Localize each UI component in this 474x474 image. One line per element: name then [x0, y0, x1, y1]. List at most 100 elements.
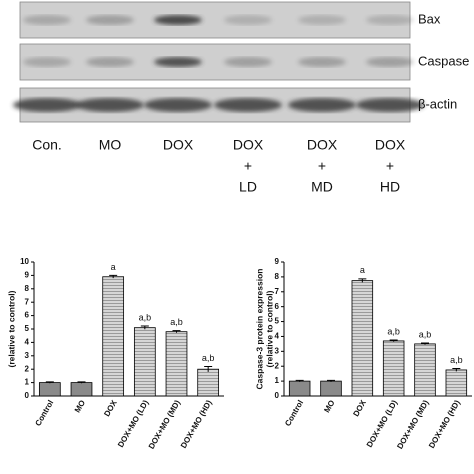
lane-label: MD [311, 179, 333, 195]
bar [445, 369, 468, 397]
bar [414, 343, 436, 397]
blot-band [13, 98, 81, 112]
row-label: β-actin [418, 96, 457, 111]
blot-band [86, 15, 134, 25]
y-tick-label: 4 [275, 332, 280, 341]
bar [351, 280, 374, 397]
error-bar [172, 330, 181, 333]
blot-panel [19, 1, 411, 39]
y-tick-label: 9 [275, 257, 280, 266]
bar [133, 327, 156, 397]
y-tick-label: 1 [25, 378, 30, 387]
y-tick-label: 5 [25, 324, 30, 333]
blot-band [288, 98, 356, 112]
lane-label: + [244, 158, 252, 174]
blot-band [23, 15, 71, 25]
error-bar [421, 342, 429, 345]
blot-band [76, 98, 144, 112]
error-bar [358, 278, 367, 283]
row-label: Caspase [418, 53, 469, 68]
y-tick-label: 5 [275, 317, 280, 326]
lane-label: MO [99, 137, 122, 153]
error-bar [327, 379, 335, 382]
y-tick-label: 7 [275, 287, 280, 296]
blot-band [366, 57, 414, 67]
annotation: a,b [419, 329, 432, 339]
blot-band [224, 57, 272, 67]
lane-label: + [318, 158, 326, 174]
y-tick-label: 10 [20, 257, 29, 266]
annotation: a [360, 265, 365, 275]
lane-label: DOX [375, 137, 406, 153]
blot-band [154, 57, 202, 67]
y-tick-label: 4 [25, 338, 30, 347]
lane-label: DOX [233, 137, 264, 153]
blot-band [356, 98, 424, 112]
y-tick-label: 9 [25, 271, 30, 280]
x-tick-label: Control [283, 399, 305, 428]
x-tick-label: DOX+MO (HD) [179, 398, 214, 450]
annotation: a,b [450, 355, 463, 365]
annotation: a [111, 262, 116, 272]
bar [165, 331, 188, 397]
y-tick-label: 3 [275, 346, 280, 355]
blot-band [23, 57, 71, 67]
x-tick-label: MO [73, 399, 87, 415]
blot-band [298, 57, 346, 67]
blot-band [224, 15, 272, 25]
lane-label: LD [239, 179, 257, 195]
bar [197, 368, 220, 397]
x-tick-label: Control [33, 399, 55, 428]
blot-band [154, 15, 202, 25]
y-axis-label: Caspase-3 protein expression [254, 269, 264, 390]
bar [382, 340, 405, 397]
y-tick-label: 6 [25, 311, 30, 320]
x-tick-label: DOX [102, 398, 119, 418]
lane-label: Con. [32, 137, 62, 153]
blot-band [214, 98, 282, 112]
y-axis-label: (relative to control) [264, 290, 274, 367]
bar [288, 380, 311, 397]
blot-panel [19, 43, 411, 81]
error-bar [45, 381, 54, 384]
y-tick-label: 6 [275, 302, 280, 311]
lane-label: DOX [307, 137, 338, 153]
error-bar [452, 367, 461, 372]
x-tick-label: DOX+MO (HD) [427, 398, 462, 450]
annotation: a,b [139, 312, 152, 322]
y-tick-label: 7 [25, 297, 30, 306]
y-axis-label: (relative to control) [6, 290, 16, 367]
x-tick-label: MO [322, 399, 336, 415]
x-tick-label: DOX+MO (MD) [395, 398, 430, 450]
y-tick-label: 0 [25, 391, 30, 400]
bar [38, 382, 61, 397]
x-tick-label: DOX+MO (LD) [116, 398, 151, 449]
lane-label: DOX [163, 137, 194, 153]
blot-band [366, 15, 414, 25]
y-tick-label: 2 [275, 361, 280, 370]
row-label: Bax [418, 11, 441, 26]
blot-band [86, 57, 134, 67]
annotation: a,b [170, 317, 183, 327]
error-bar [140, 325, 149, 330]
blot-band [298, 15, 346, 25]
error-bar [109, 274, 118, 279]
lane-label: + [386, 158, 394, 174]
y-tick-label: 1 [275, 376, 280, 385]
error-bar [204, 366, 213, 372]
annotation: a,b [202, 353, 215, 363]
bar [320, 380, 342, 397]
lane-label: HD [380, 179, 400, 195]
x-tick-label: DOX+MO (LD) [365, 398, 400, 449]
error-bar [77, 381, 86, 384]
y-tick-label: 8 [275, 272, 280, 281]
y-tick-label: 0 [275, 391, 280, 400]
annotation: a,b [387, 326, 400, 336]
bar [70, 382, 93, 397]
y-tick-label: 3 [25, 351, 30, 360]
blot-band [144, 98, 212, 112]
bar [102, 276, 125, 397]
y-tick-label: 2 [25, 364, 30, 373]
error-bar [295, 379, 304, 382]
